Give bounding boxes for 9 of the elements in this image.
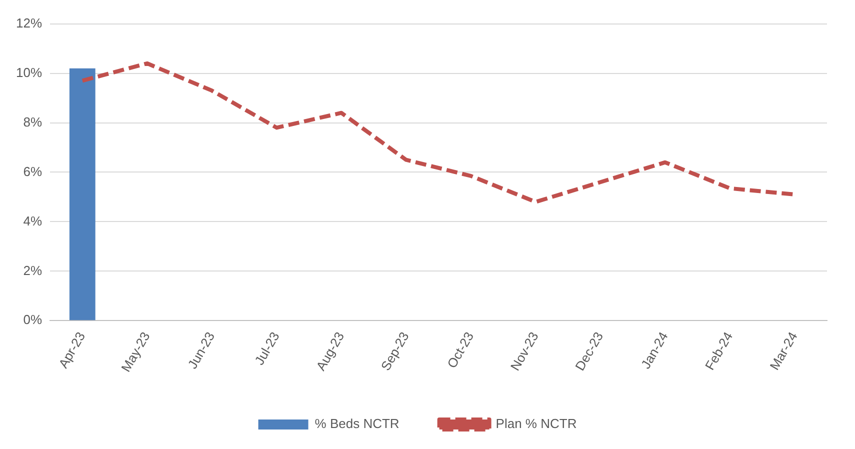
y-tick-label: 12% [16, 15, 42, 30]
y-tick-label: 6% [23, 164, 42, 179]
legend-label: % Beds NCTR [314, 416, 400, 432]
y-tick-label: 2% [23, 262, 42, 278]
y-tick-label: 4% [23, 213, 42, 228]
y-tick-label: 8% [23, 114, 42, 130]
y-tick-label: 10% [16, 64, 42, 80]
y-tick-label: 0% [23, 312, 42, 328]
legend-label: Plan % NCTR [496, 416, 577, 432]
